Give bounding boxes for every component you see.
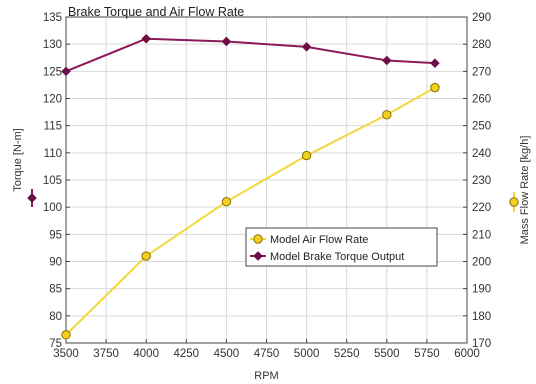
right-y-tick-label: 290 [472, 12, 491, 24]
left-y-axis-label: Torque [N-m] [12, 128, 24, 192]
left-axis-series-key-diamond [27, 189, 37, 207]
legend-item: Model Air Flow Rate [250, 234, 368, 246]
x-tick-label: 4250 [174, 348, 200, 360]
legend-box [245, 227, 438, 267]
legend-item-label: Model Air Flow Rate [270, 234, 368, 246]
x-axis-label: RPM [254, 370, 278, 382]
torque-data-point [141, 33, 151, 44]
left-y-tick-label: 115 [44, 121, 62, 133]
left-y-tick-label: 130 [43, 39, 62, 51]
x-tick-label: 3500 [53, 348, 79, 360]
left-y-tick-label: 110 [44, 148, 62, 160]
left-y-tick-label: 80 [49, 311, 62, 323]
right-y-tick-label: 170 [472, 338, 491, 350]
air-flow-data-point [221, 197, 232, 207]
legend-item-marker [253, 234, 263, 244]
right-y-axis-label: Mass Flow Rate [kg/h] [519, 136, 531, 245]
torque-data-point [382, 55, 392, 66]
left-y-tick-label: 120 [43, 94, 62, 106]
right-axis-series-key-circle [509, 192, 519, 212]
air-flow-data-point [430, 82, 440, 93]
air-flow-data-point [61, 330, 71, 340]
right-y-tick-label: 270 [472, 66, 491, 78]
left-y-tick-label: 90 [49, 257, 62, 269]
left-y-tick-label: 85 [49, 284, 62, 296]
right-y-tick-label: 210 [472, 229, 491, 241]
torque-series [61, 33, 440, 77]
right-y-tick-label: 260 [472, 94, 491, 106]
right-y-tick-label: 180 [472, 311, 491, 323]
torque-series-line [65, 37, 435, 73]
left-y-tick-label: 125 [43, 66, 62, 78]
left-y-tick-label: 135 [43, 12, 62, 24]
x-tick-label: 4500 [214, 348, 240, 360]
x-tick-label: 5500 [374, 348, 400, 360]
left-y-axis-ticks: 75 80 85 90 95 100 105 110 115 120 125 130 135 [43, 12, 70, 350]
series-layer [61, 33, 440, 340]
right-y-tick-label: 190 [472, 284, 491, 296]
left-y-tick-label: 95 [49, 229, 62, 241]
air-flow-data-point [382, 110, 392, 120]
legend-item-marker [253, 251, 263, 261]
legend-item-label: Model Brake Torque Output [270, 251, 404, 263]
torque-data-point [61, 66, 71, 77]
legend: Model Air Flow Rate Model Brake Torque Ou… [245, 227, 438, 267]
left-y-tick-label: 75 [49, 338, 62, 350]
x-tick-label: 5000 [294, 348, 320, 360]
left-axis-key-marker [27, 193, 37, 203]
x-tick-label: 3750 [93, 348, 119, 360]
right-y-tick-label: 230 [472, 175, 491, 187]
air-flow-series [61, 82, 440, 340]
right-y-tick-label: 200 [472, 257, 491, 269]
right-y-tick-label: 280 [472, 39, 491, 51]
right-y-tick-label: 250 [472, 121, 491, 133]
air-flow-series-line [65, 86, 436, 336]
chart-title: Brake Torque and Air Flow Rate [68, 5, 244, 19]
right-y-tick-label: 240 [472, 148, 491, 160]
x-axis-ticks: 3500 3750 4000 4250 4500 4750 5000 5250 5500 5750… [53, 339, 480, 360]
x-tick-label: 4000 [133, 348, 159, 360]
x-tick-label: 5250 [334, 348, 360, 360]
air-flow-data-point [301, 150, 312, 161]
left-y-tick-label: 100 [43, 202, 62, 214]
right-y-tick-label: 220 [472, 202, 491, 214]
torque-data-point [221, 36, 232, 47]
legend-item: Model Brake Torque Output [250, 251, 404, 263]
right-axis-key-marker [509, 197, 519, 207]
x-tick-label: 6000 [454, 348, 480, 360]
x-tick-label: 4750 [254, 348, 280, 360]
torque-data-point [430, 58, 440, 68]
legend-items: Model Air Flow Rate Model Brake Torque Ou… [250, 234, 404, 263]
air-flow-data-point [141, 251, 151, 261]
right-y-axis-ticks: 170 180 190 200 210 220 230 240 250 260 270 280 290 [463, 12, 491, 350]
torque-data-point [301, 42, 312, 52]
x-tick-label: 5750 [414, 348, 440, 360]
left-y-tick-label: 105 [43, 175, 62, 187]
